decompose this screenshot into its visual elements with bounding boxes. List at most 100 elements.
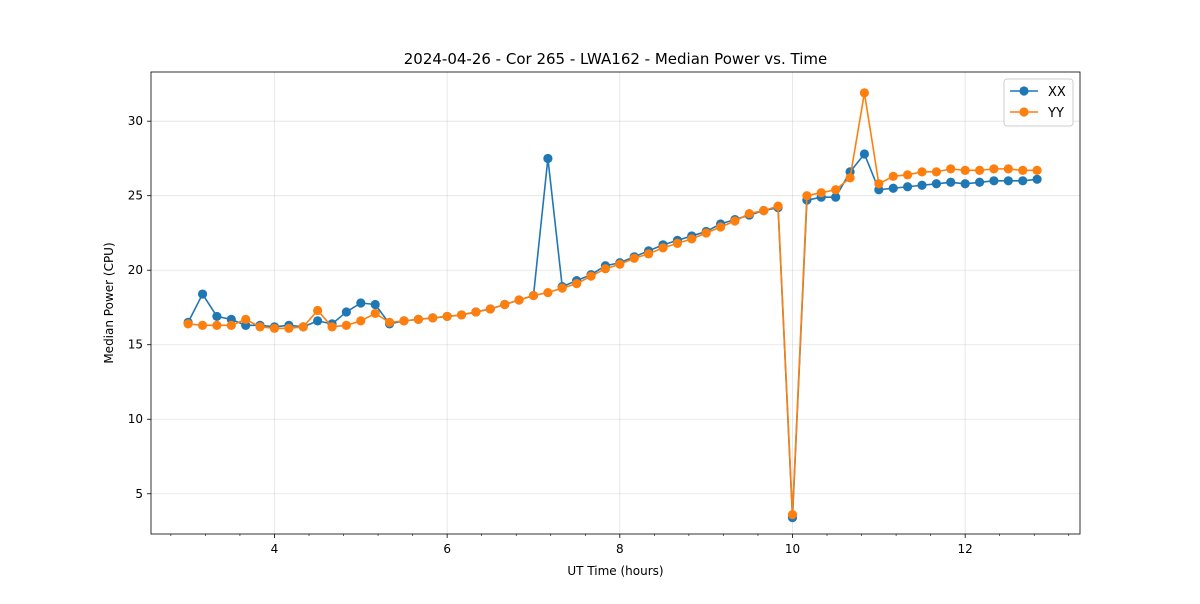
legend: XX YY bbox=[1003, 78, 1074, 127]
data-point-yy bbox=[356, 316, 366, 326]
data-point-yy bbox=[816, 188, 826, 198]
data-point-xx bbox=[960, 179, 970, 189]
data-point-xx bbox=[931, 179, 942, 189]
data-point-yy bbox=[888, 171, 898, 181]
x-tick-label: 4 bbox=[271, 542, 279, 556]
data-point-yy bbox=[744, 208, 754, 219]
data-point-xx bbox=[974, 177, 985, 187]
data-point-xx bbox=[356, 298, 366, 308]
data-point-yy bbox=[643, 249, 654, 259]
data-point-yy bbox=[341, 320, 351, 330]
series-layer bbox=[183, 88, 1042, 523]
data-point-yy bbox=[902, 170, 913, 180]
data-point-yy bbox=[586, 271, 596, 281]
data-point-yy bbox=[399, 316, 409, 326]
data-point-yy bbox=[629, 253, 639, 263]
data-point-yy bbox=[715, 222, 726, 232]
y-tick-label: 5 bbox=[135, 487, 143, 501]
y-tick-label: 20 bbox=[128, 263, 143, 277]
data-point-yy bbox=[327, 322, 337, 332]
data-point-yy bbox=[313, 305, 323, 316]
legend-item-yy: YY bbox=[1010, 106, 1064, 121]
data-point-yy bbox=[658, 243, 668, 253]
data-point-yy bbox=[845, 173, 855, 183]
data-point-yy bbox=[974, 165, 985, 175]
data-point-xx bbox=[1003, 176, 1013, 186]
x-tick-label: 10 bbox=[785, 542, 800, 556]
ticks: 4 6 8 10 12 5 10 15 20 25 30 bbox=[128, 114, 1070, 556]
data-point-yy bbox=[572, 279, 582, 289]
data-point-yy bbox=[197, 320, 208, 330]
data-point-yy bbox=[946, 164, 956, 174]
data-point-xx bbox=[1018, 176, 1028, 186]
data-point-yy bbox=[241, 314, 251, 324]
series-yy bbox=[183, 88, 1042, 520]
data-point-yy bbox=[989, 164, 999, 174]
y-axis-label: Median Power (CPU) bbox=[102, 242, 116, 363]
x-tick-label: 12 bbox=[958, 542, 973, 556]
data-point-yy bbox=[543, 287, 553, 298]
data-point-yy bbox=[1032, 165, 1042, 175]
grid bbox=[151, 72, 1080, 534]
data-point-xx bbox=[197, 289, 208, 299]
data-point-yy bbox=[917, 167, 927, 177]
y-tick-label: 30 bbox=[128, 114, 143, 128]
legend-label: YY bbox=[1047, 106, 1064, 121]
data-point-yy bbox=[471, 307, 481, 317]
data-point-yy bbox=[413, 314, 423, 324]
data-point-xx bbox=[888, 183, 898, 193]
data-point-yy bbox=[557, 283, 567, 293]
data-point-yy bbox=[442, 311, 452, 322]
data-point-yy bbox=[701, 228, 711, 238]
axes-frame bbox=[150, 71, 1081, 535]
data-point-yy bbox=[730, 216, 740, 226]
data-point-yy bbox=[298, 322, 308, 332]
data-point-yy bbox=[384, 317, 395, 327]
data-point-xx bbox=[212, 311, 222, 322]
data-point-yy bbox=[759, 206, 769, 216]
data-point-yy bbox=[615, 259, 625, 269]
data-point-yy bbox=[226, 320, 236, 330]
data-point-yy bbox=[859, 88, 870, 98]
data-point-yy bbox=[802, 191, 812, 201]
legend-item-xx: XX bbox=[1010, 85, 1066, 100]
y-tick-label: 25 bbox=[128, 189, 143, 203]
data-point-xx bbox=[989, 176, 999, 186]
data-point-yy bbox=[1018, 165, 1028, 175]
data-point-yy bbox=[787, 510, 798, 520]
x-tick-label: 8 bbox=[616, 542, 624, 556]
data-point-yy bbox=[370, 308, 380, 319]
y-tick-label: 10 bbox=[128, 412, 143, 426]
data-point-yy bbox=[874, 179, 884, 189]
data-point-yy bbox=[831, 185, 841, 195]
legend-marker bbox=[1019, 107, 1029, 117]
legend-marker bbox=[1019, 86, 1029, 96]
data-point-yy bbox=[1003, 164, 1013, 174]
data-point-xx bbox=[543, 153, 553, 164]
data-point-yy bbox=[269, 323, 280, 333]
data-point-xx bbox=[831, 192, 841, 202]
data-point-yy bbox=[514, 295, 524, 305]
data-point-xx bbox=[902, 182, 913, 192]
data-point-yy bbox=[485, 304, 495, 314]
data-point-yy bbox=[255, 322, 265, 332]
data-point-xx bbox=[1032, 174, 1042, 184]
x-axis-label: UT Time (hours) bbox=[567, 564, 663, 578]
data-point-xx bbox=[917, 180, 927, 190]
chart-title: 2024-04-26 - Cor 265 - LWA162 - Median P… bbox=[404, 50, 828, 68]
data-point-yy bbox=[528, 290, 539, 301]
data-point-yy bbox=[773, 201, 783, 211]
data-point-xx bbox=[341, 307, 351, 317]
data-point-yy bbox=[456, 310, 467, 320]
y-tick-label: 15 bbox=[128, 338, 143, 352]
data-point-xx bbox=[946, 177, 956, 187]
data-point-yy bbox=[428, 313, 438, 323]
data-point-yy bbox=[500, 299, 510, 310]
data-point-xx bbox=[859, 149, 870, 159]
data-point-yy bbox=[687, 234, 697, 244]
data-point-yy bbox=[960, 165, 970, 175]
data-point-yy bbox=[600, 264, 610, 274]
x-tick-label: 6 bbox=[443, 542, 451, 556]
